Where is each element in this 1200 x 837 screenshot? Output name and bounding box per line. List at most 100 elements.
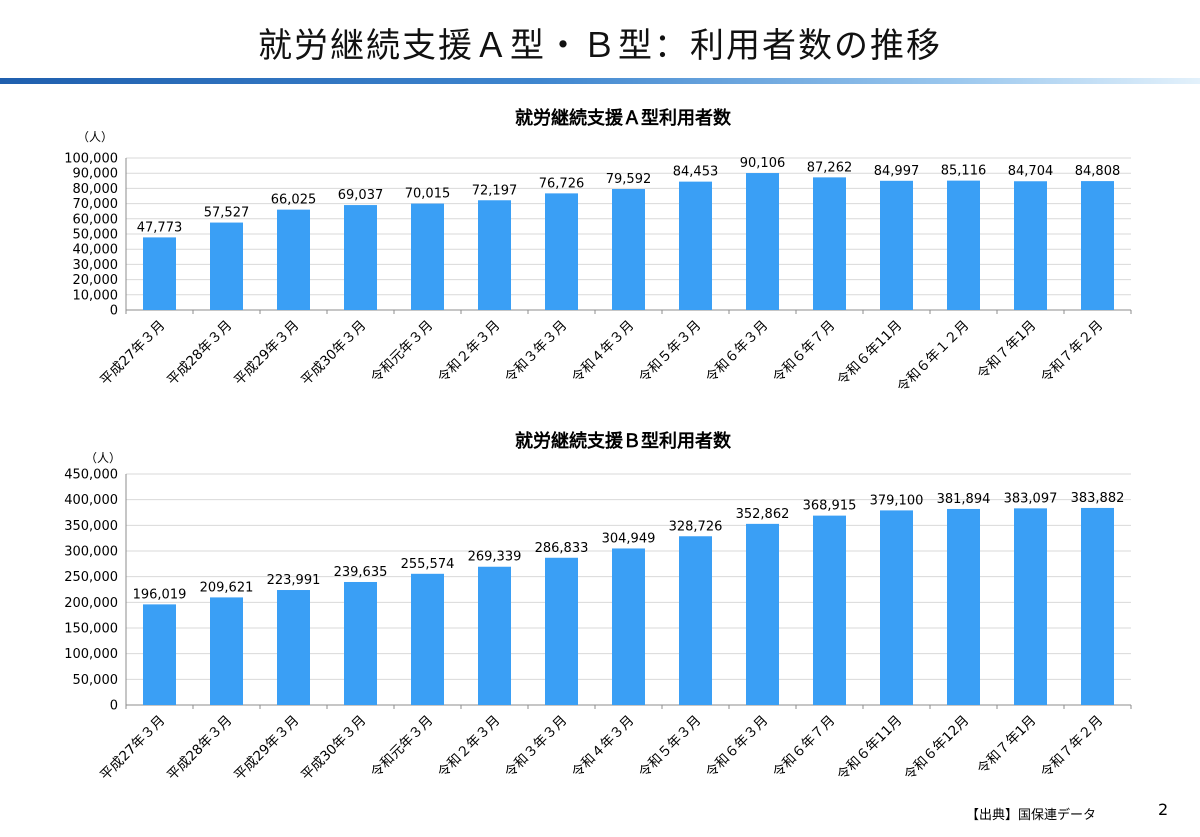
chart-a-data-label: 90,106	[740, 156, 786, 171]
chart-b-bar	[210, 597, 243, 705]
chart-b-x-axis: 平成27年３月平成28年３月平成29年３月平成30年３月令和元年３月令和２年３月…	[97, 705, 1132, 784]
title-rule	[0, 78, 1200, 84]
chart-a-x-tick-label: 令和元年３月	[368, 318, 437, 387]
chart-a-x-tick-label: 平成28年３月	[164, 318, 235, 389]
chart-b-data-label: 383,882	[1071, 491, 1125, 506]
chart-b-bar	[411, 573, 444, 705]
chart-b-x-tick-label: 令和６年７月	[770, 713, 839, 782]
chart-a-data-label: 84,808	[1075, 164, 1121, 179]
chart-b-x-tick-label: 令和７年1月	[974, 713, 1039, 778]
chart-a-x-tick-label: 令和６年１２月	[894, 318, 972, 396]
chart-a-bar	[277, 209, 310, 310]
chart-b-bar	[612, 548, 645, 705]
chart-b-data-label: 269,339	[468, 550, 522, 565]
chart-b-bar	[1014, 508, 1047, 705]
chart-a-y-axis: 010,00020,00030,00040,00050,00060,00070,…	[64, 152, 118, 319]
chart-a-data-label: 66,025	[271, 193, 317, 208]
chart-b-y-tick-label: 50,000	[73, 673, 119, 688]
chart-b-x-tick-label: 令和４年３月	[569, 713, 638, 782]
chart-a-x-tick-label: 令和３年３月	[502, 318, 571, 387]
chart-b-data-label: 304,949	[602, 531, 656, 546]
chart-a-x-tick-label: 令和５年３月	[636, 318, 705, 387]
chart-a-bar	[612, 189, 645, 310]
chart-a-x-tick-label: 平成29年３月	[231, 318, 302, 389]
chart-b-data-label: 368,915	[803, 499, 857, 514]
chart-a-data-label: 72,197	[472, 183, 518, 198]
source-note: 【出典】国保連データ	[966, 808, 1097, 823]
chart-a-bar	[880, 180, 913, 310]
chart-a-bar	[1081, 181, 1114, 310]
chart-b-x-tick-label: 平成28年３月	[164, 713, 235, 784]
chart-a-x-tick-label: 令和４年３月	[569, 318, 638, 387]
chart-a-unit-label: （人）	[77, 130, 113, 144]
chart-a-bar	[679, 181, 712, 310]
chart-b-data-label: 352,862	[736, 507, 790, 522]
chart-b-y-tick-label: 200,000	[64, 596, 118, 611]
chart-b-x-tick-label: 平成29年３月	[231, 713, 302, 784]
chart-a-data-label: 57,527	[204, 206, 250, 221]
chart-a-data-label: 84,997	[874, 164, 920, 179]
chart-b-bar	[947, 508, 980, 705]
chart-b-bar	[478, 566, 511, 705]
page-title: 就労継続支援Ａ型・Ｂ型：利用者数の推移	[258, 26, 942, 66]
chart-a-data-label: 70,015	[405, 187, 451, 202]
chart-b-bar	[545, 557, 578, 705]
chart-b-y-tick-label: 400,000	[64, 493, 118, 508]
chart-b-bar	[143, 604, 176, 705]
chart-a-title: 就労継続支援Ａ型利用者数	[515, 107, 732, 129]
page-number: 2	[1158, 800, 1169, 819]
chart-a-data-label: 79,592	[606, 172, 652, 187]
chart-a-data-label: 84,453	[673, 165, 719, 180]
chart-a-data-labels: 47,773 57,527 66,025 69,037 70,015 72,197 76,7…	[137, 156, 1121, 235]
chart-a-y-tick-label: 80,000	[73, 182, 119, 197]
chart-a-bar	[411, 203, 444, 310]
chart-a-bar	[813, 177, 846, 310]
chart-a-y-tick-label: 70,000	[73, 197, 119, 212]
chart-b-x-tick-label: 令和７年２月	[1038, 713, 1107, 782]
chart-b-y-tick-label: 250,000	[64, 570, 118, 585]
chart-a-x-tick-label: 平成27年３月	[97, 318, 168, 389]
chart-b-x-tick-label: 令和元年３月	[368, 713, 437, 782]
chart-a-y-tick-label: 40,000	[73, 243, 119, 258]
chart-a-x-tick-label: 令和７年２月	[1038, 318, 1107, 387]
chart-b-x-tick-label: 令和６年11月	[834, 713, 905, 784]
chart-a-bars	[143, 173, 1114, 310]
chart-a-bar	[344, 205, 377, 310]
chart-a-bar	[947, 180, 980, 310]
chart-b-data-label: 223,991	[267, 573, 321, 588]
chart-b-y-tick-label: 100,000	[64, 647, 118, 662]
chart-b-data-label: 379,100	[870, 493, 924, 508]
chart-a-y-tick-label: 90,000	[73, 167, 119, 182]
chart-a-y-tick-label: 10,000	[73, 288, 119, 303]
chart-a-data-label: 87,262	[807, 160, 853, 175]
chart-b-bar	[679, 536, 712, 705]
chart-a-data-label: 84,704	[1008, 164, 1054, 179]
chart-b-data-label: 196,019	[133, 587, 187, 602]
chart-a-data-label: 76,726	[539, 176, 585, 191]
chart-b-data-label: 255,574	[401, 557, 455, 572]
chart-b-bar	[746, 523, 779, 705]
chart-b-x-tick-label: 令和３年３月	[502, 713, 571, 782]
chart-b-bar	[277, 590, 310, 705]
chart-a-data-label: 85,116	[941, 164, 987, 179]
chart-b-bar	[344, 581, 377, 705]
chart-b-y-tick-label: 300,000	[64, 545, 118, 560]
chart-a-bar	[478, 200, 511, 310]
chart-a-y-tick-label: 60,000	[73, 212, 119, 227]
chart-b-data-label: 381,894	[937, 492, 991, 507]
chart-b-title: 就労継続支援Ｂ型利用者数	[515, 430, 732, 452]
chart-b-bar	[880, 510, 913, 705]
chart-b-data-label: 239,635	[334, 565, 388, 580]
chart-b-x-tick-label: 平成30年３月	[298, 713, 369, 784]
chart-a-x-tick-label: 令和７年1月	[974, 318, 1039, 383]
chart-b-plot: 就労継続支援Ｂ型利用者数 （人） 0 50,000 100,000 150,000 20…	[64, 430, 1132, 784]
chart-b-data-labels: 196,019 209,621 223,991 239,635 255,574 269,3…	[133, 491, 1125, 602]
chart-b-unit-label: （人）	[85, 451, 121, 465]
chart-a-x-tick-label: 令和６年３月	[703, 318, 772, 387]
chart-b-x-tick-label: 令和５年３月	[636, 713, 705, 782]
chart-a-x-axis: 平成27年３月平成28年３月平成29年３月平成30年３月令和元年３月令和２年３月…	[97, 310, 1132, 396]
chart-b-bar	[1081, 507, 1114, 705]
chart-a-plot: 就労継続支援Ａ型利用者数 （人） 010,00020,00030,00040,0…	[64, 107, 1132, 396]
chart-a-x-tick-label: 令和６年11月	[834, 318, 905, 389]
chart-b-y-tick-label: 350,000	[64, 519, 118, 534]
